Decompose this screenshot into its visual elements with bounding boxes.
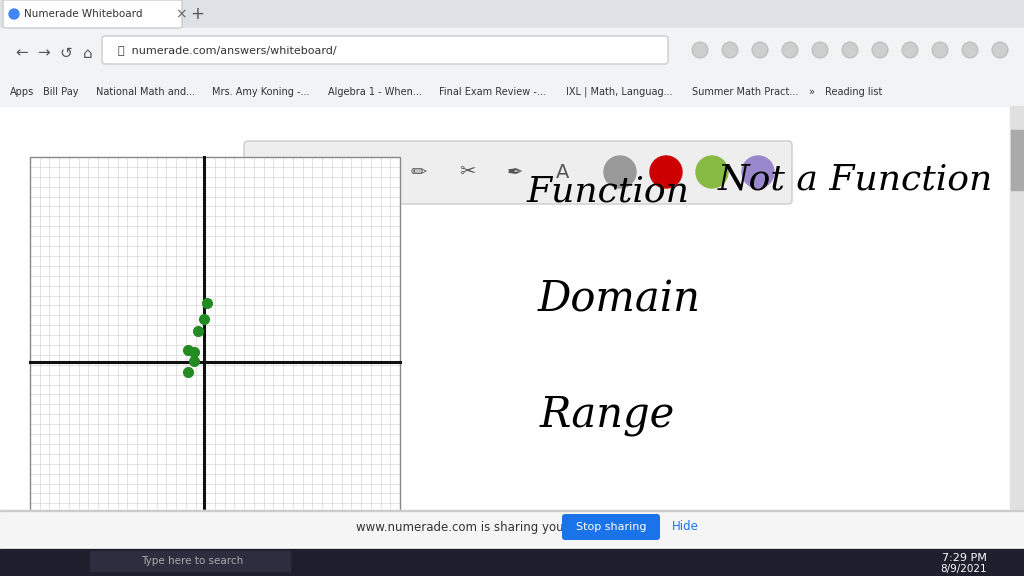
Text: +: + (190, 5, 204, 23)
Text: ←: ← (15, 46, 29, 60)
Text: Type here to search: Type here to search (141, 556, 243, 566)
Circle shape (696, 156, 728, 188)
Bar (0, 0, 1024, 28)
Text: Reading list: Reading list (825, 87, 883, 97)
Text: →: → (38, 46, 50, 60)
Bar (0, 78, 1024, 106)
Circle shape (992, 42, 1008, 58)
Text: ✒: ✒ (507, 162, 523, 181)
Text: Numerade Whiteboard: Numerade Whiteboard (24, 9, 142, 19)
Text: Function: Function (527, 175, 690, 209)
Circle shape (872, 42, 888, 58)
Text: 🖼: 🖼 (605, 162, 616, 181)
Text: Not a Function: Not a Function (718, 163, 993, 197)
Text: ⌂: ⌂ (83, 46, 93, 60)
Circle shape (842, 42, 858, 58)
Text: Final Exam Review -...: Final Exam Review -... (439, 87, 546, 97)
Text: ↩: ↩ (267, 162, 284, 181)
Circle shape (722, 42, 738, 58)
Text: ↺: ↺ (59, 46, 73, 60)
Circle shape (752, 42, 768, 58)
FancyBboxPatch shape (102, 36, 668, 64)
Text: ↪: ↪ (314, 162, 331, 181)
Circle shape (902, 42, 918, 58)
Circle shape (9, 9, 19, 19)
Text: Stop sharing: Stop sharing (575, 522, 646, 532)
Bar (30, 157, 400, 533)
Circle shape (604, 156, 636, 188)
Bar (1011, 130, 1023, 190)
Text: Range: Range (540, 394, 675, 436)
FancyBboxPatch shape (3, 0, 182, 28)
Text: 7:29 PM: 7:29 PM (941, 553, 986, 563)
Circle shape (782, 42, 798, 58)
Circle shape (742, 156, 774, 188)
Circle shape (650, 156, 682, 188)
Circle shape (692, 42, 708, 58)
Text: Bill Pay: Bill Pay (43, 87, 78, 97)
Text: ✂: ✂ (459, 162, 475, 181)
Text: www.numerade.com is sharing your screen.: www.numerade.com is sharing your screen. (356, 521, 615, 533)
Text: Algebra 1 - When...: Algebra 1 - When... (329, 87, 422, 97)
Text: A: A (556, 162, 569, 181)
Text: ✏: ✏ (411, 162, 427, 181)
Circle shape (932, 42, 948, 58)
Bar (0, 510, 1024, 546)
Text: IXL | Math, Languag...: IXL | Math, Languag... (565, 87, 672, 97)
Bar (1010, 106, 1024, 526)
Circle shape (962, 42, 978, 58)
FancyBboxPatch shape (562, 514, 660, 540)
Circle shape (812, 42, 828, 58)
FancyBboxPatch shape (244, 141, 792, 204)
Bar (30, 157, 400, 533)
Bar (0, 28, 1024, 78)
Bar (0, 549, 1024, 576)
Text: Mrs. Amy Koning -...: Mrs. Amy Koning -... (212, 87, 310, 97)
Bar (90, 551, 290, 571)
Text: National Math and...: National Math and... (96, 87, 196, 97)
Bar (0, 510, 1024, 511)
Text: 🔒  numerade.com/answers/whiteboard/: 🔒 numerade.com/answers/whiteboard/ (118, 45, 337, 55)
Text: Apps: Apps (10, 87, 34, 97)
Text: Hide: Hide (672, 521, 698, 533)
Text: 8/9/2021: 8/9/2021 (941, 564, 987, 574)
Text: ×: × (175, 7, 186, 21)
Text: »: » (808, 87, 814, 97)
Text: Summer Math Pract...: Summer Math Pract... (692, 87, 799, 97)
Text: Domain: Domain (538, 279, 700, 321)
Text: ↖: ↖ (362, 162, 379, 181)
